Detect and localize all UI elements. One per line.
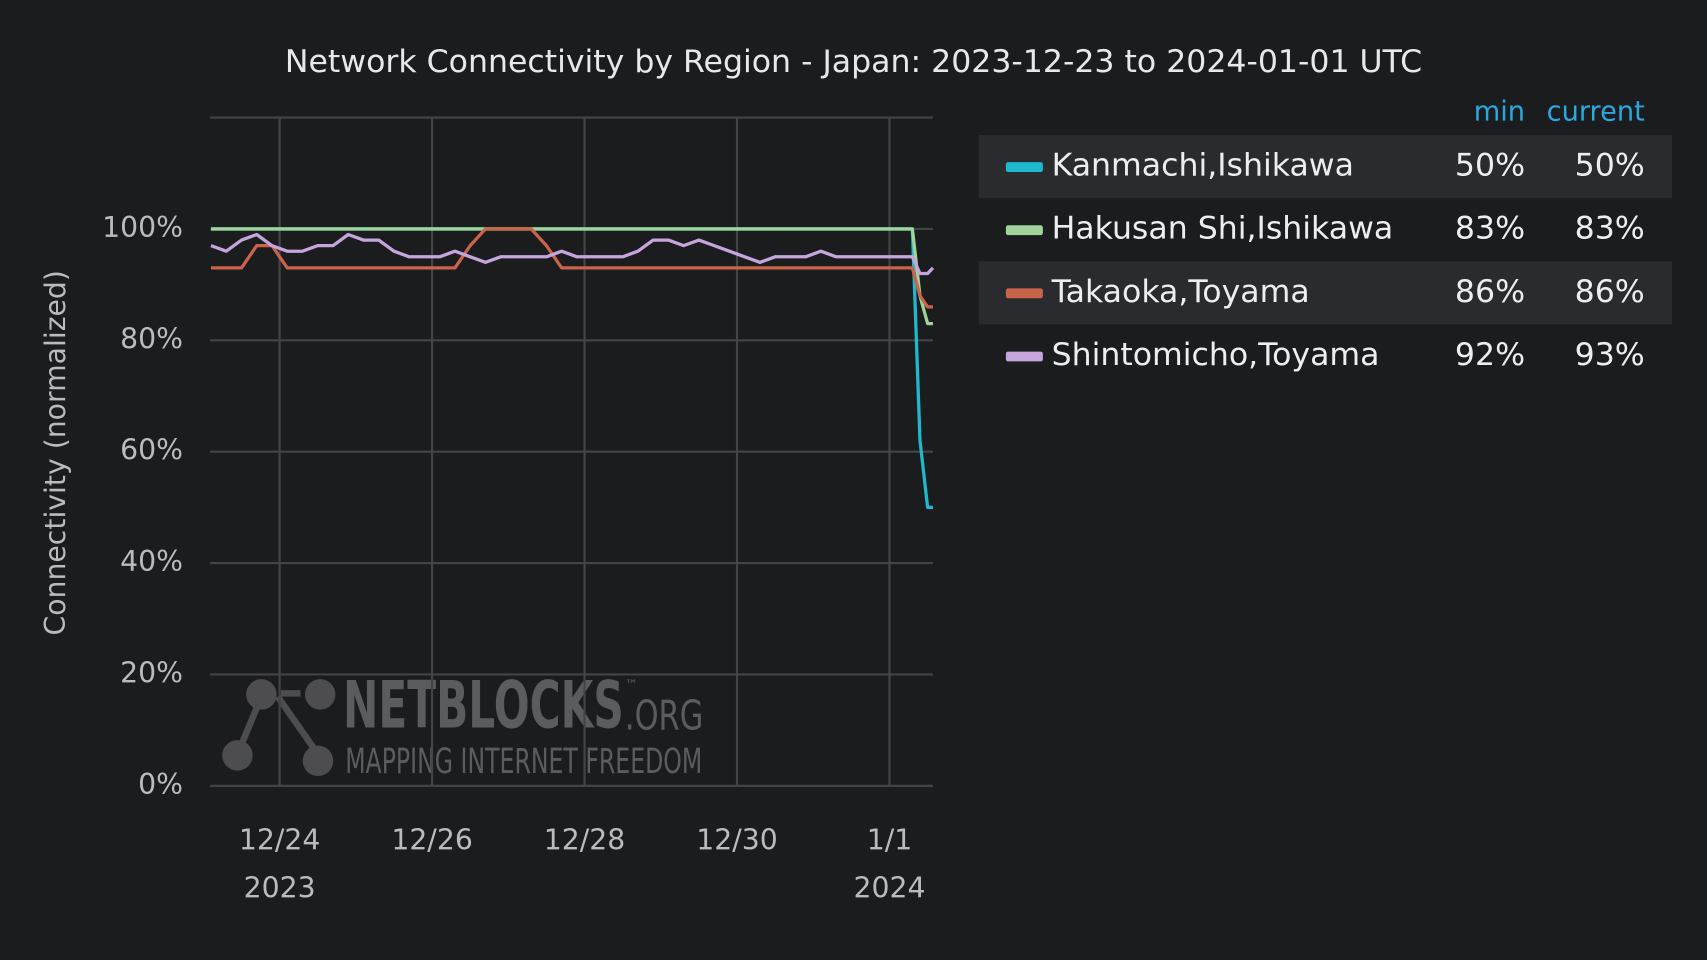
legend-swatch — [1005, 162, 1043, 172]
x-tick-sublabel: 2024 — [854, 871, 926, 904]
legend-stat: 50% — [1455, 148, 1525, 184]
legend-label: Kanmachi,Ishikawa — [1052, 148, 1354, 184]
legend-stat: 93% — [1575, 337, 1645, 373]
series-line — [210, 227, 933, 326]
legend-label: Shintomicho,Toyama — [1052, 337, 1380, 373]
legend-label: Takaoka,Toyama — [1051, 274, 1310, 310]
legend-swatch — [1005, 225, 1043, 236]
legend-stat: 83% — [1575, 211, 1645, 247]
watermark-suffix: .ORG — [625, 691, 703, 739]
legend-stat: 86% — [1455, 274, 1525, 310]
y-tick-label: 80% — [120, 322, 183, 355]
watermark-mark: ™ — [625, 678, 638, 693]
x-tick-label: 12/26 — [391, 823, 473, 856]
y-tick-label: 60% — [120, 434, 183, 467]
legend-stat: 83% — [1455, 211, 1525, 247]
legend-column-header: current — [1547, 97, 1645, 128]
legend-column-header: min — [1474, 97, 1525, 128]
legend-label: Hakusan Shi,Ishikawa — [1052, 211, 1394, 247]
series-line — [210, 232, 935, 276]
y-tick-label: 100% — [102, 211, 183, 244]
x-tick-label: 12/30 — [696, 823, 778, 856]
watermark-logo — [222, 679, 336, 777]
watermark-tagline: MAPPING INTERNET FREEDOM — [345, 742, 702, 782]
legend-swatch — [1005, 351, 1043, 362]
x-tick-label: 12/24 — [239, 823, 321, 856]
x-tick-label: 1/1 — [867, 823, 913, 856]
legend-stat: 92% — [1455, 337, 1525, 373]
watermark: NETBLOCKS .ORG ™ MAPPING INTERNET FREEDO… — [343, 668, 703, 782]
y-tick-label: 20% — [120, 656, 183, 689]
series-line — [210, 227, 933, 309]
watermark-name: NETBLOCKS — [343, 668, 624, 744]
y-axis-label: Connectivity (normalized) — [39, 270, 72, 635]
x-tick-label: 12/28 — [544, 823, 626, 856]
legend-row-background — [978, 261, 1673, 325]
legend-stat: 50% — [1575, 148, 1645, 184]
legend-row-background — [978, 134, 1673, 199]
y-tick-label: 40% — [120, 545, 183, 578]
chart-title: Network Connectivity by Region - Japan: … — [285, 44, 1422, 80]
x-tick-sublabel: 2023 — [244, 871, 316, 904]
legend-stat: 86% — [1575, 274, 1645, 310]
legend-swatch — [1005, 288, 1043, 299]
y-tick-label: 0% — [138, 768, 183, 801]
